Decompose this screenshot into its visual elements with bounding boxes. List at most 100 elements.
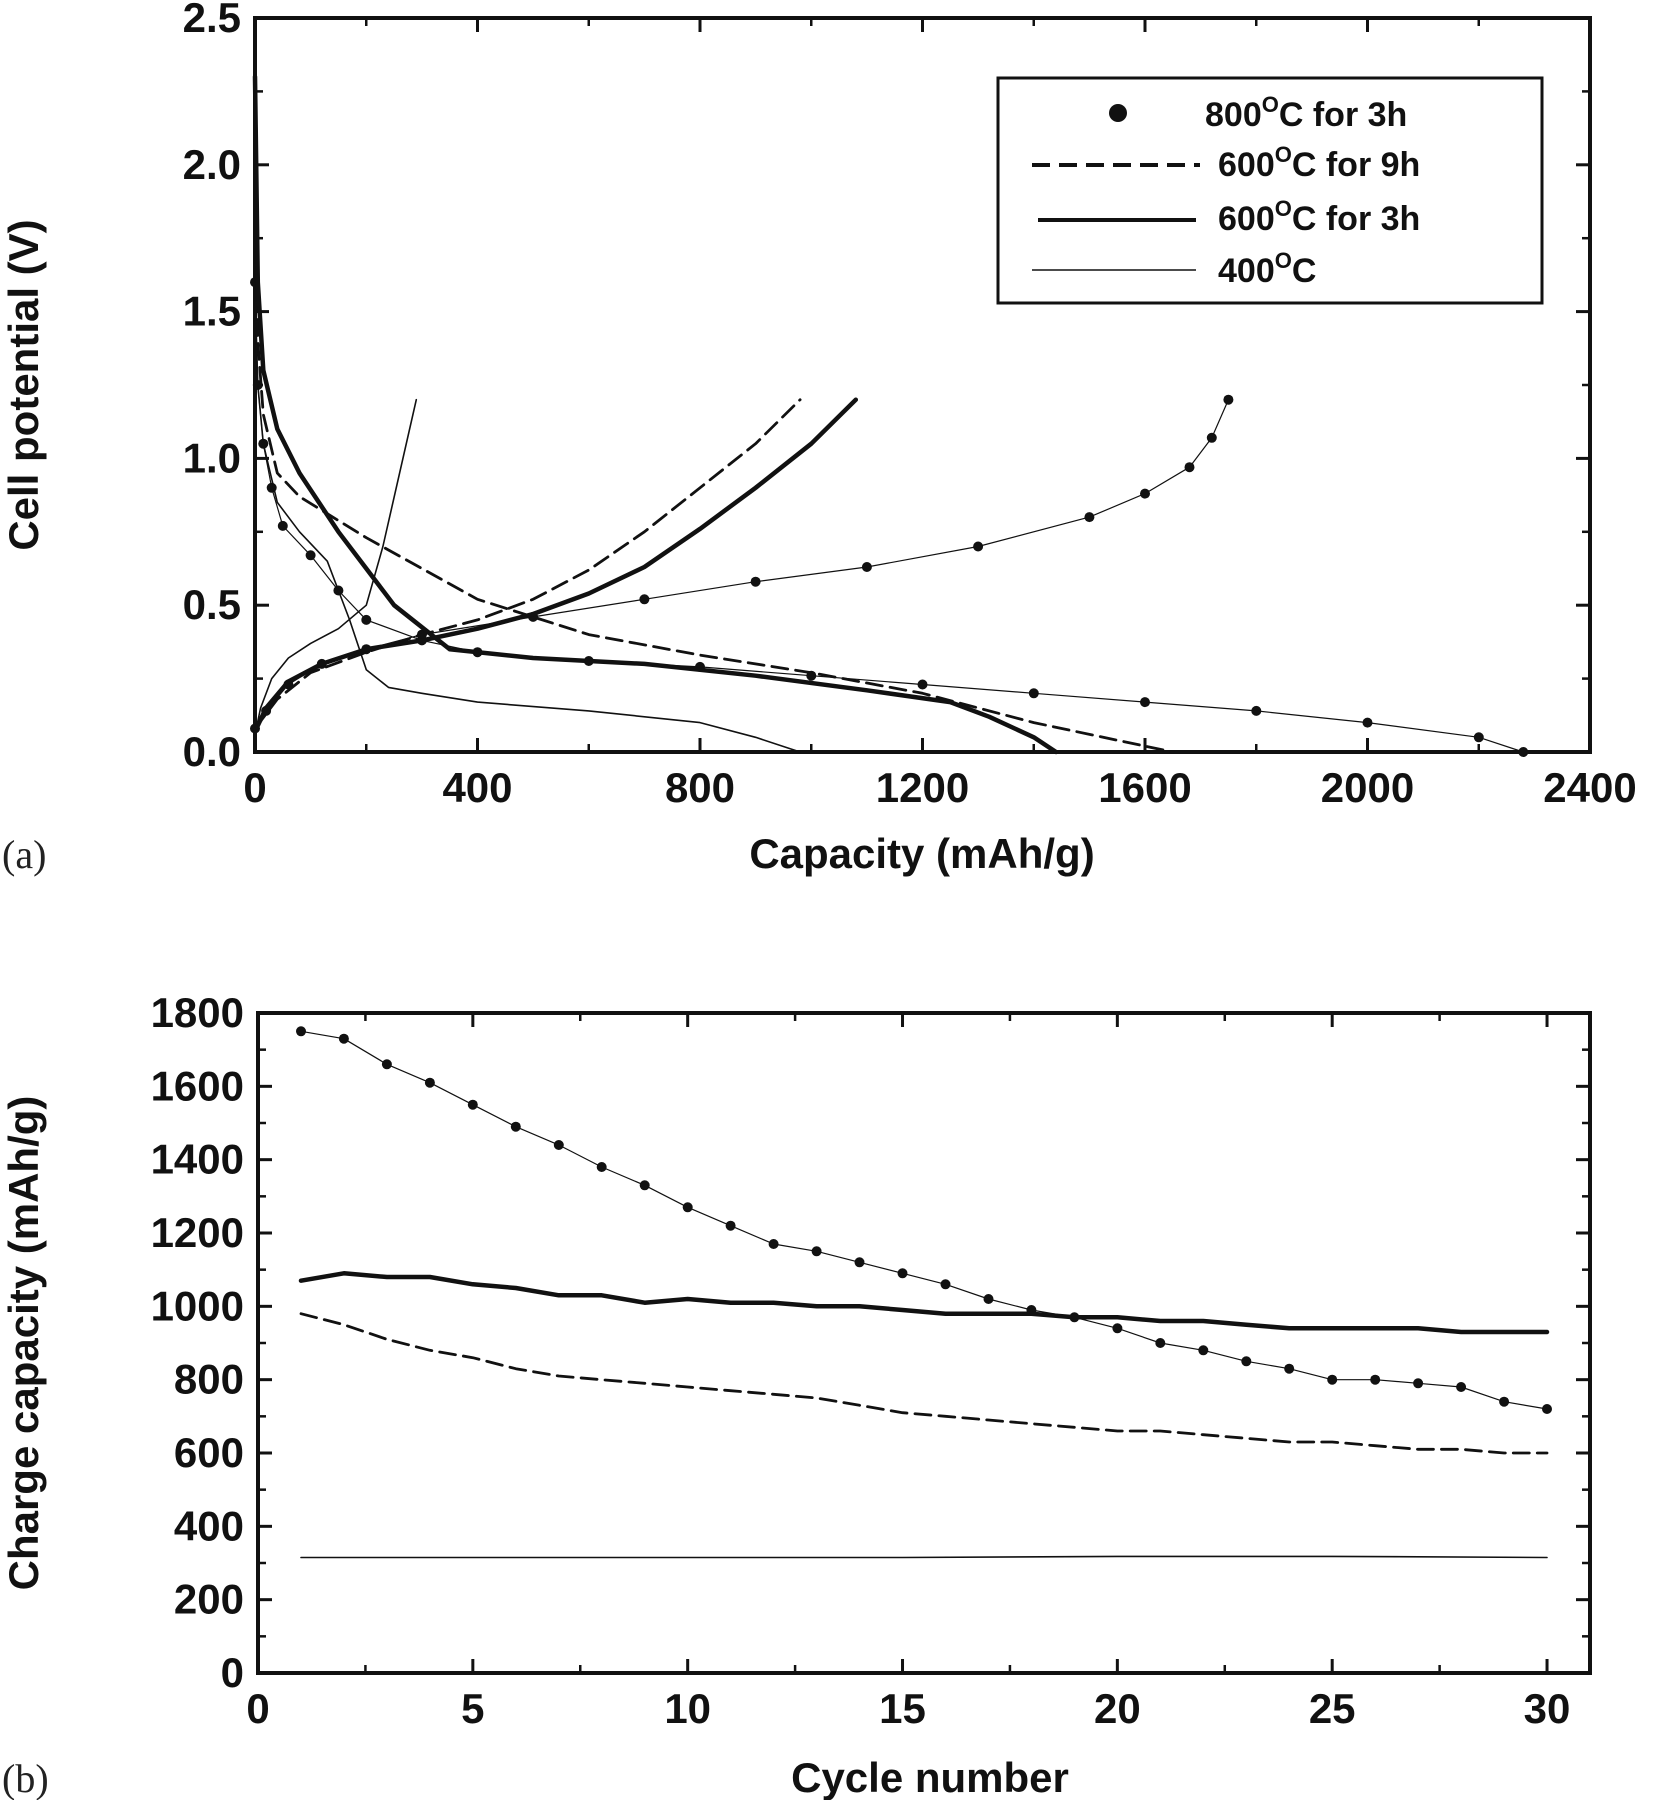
panel-b-data-point [983, 1294, 994, 1304]
panel-b-x-tick-label: 15 [879, 1685, 926, 1732]
panel-a-series-line-thin [254, 296, 801, 753]
panel-b-y-tick-label: 600 [174, 1429, 244, 1476]
panel-b-data-point [467, 1099, 478, 1110]
legend-label-800c-3h: 800OC for 3h [1205, 92, 1407, 134]
panel-a-y-tick-label: 1.5 [183, 288, 241, 335]
panel-b-data-point [296, 1026, 306, 1037]
panel-b-data-point [1413, 1378, 1424, 1389]
panel-a-x-tick-label: 2400 [1543, 764, 1636, 811]
panel-b-data-point [1456, 1382, 1467, 1392]
panel-a-data-point [305, 550, 316, 561]
panel-a-data-point [1251, 705, 1262, 716]
panel-a-series-line-dashed [253, 398, 802, 730]
panel-a-series-line-thick [252, 397, 859, 734]
panel-b-data-point [510, 1121, 521, 1132]
panel-b-data-point [1155, 1338, 1166, 1348]
panel-a-data-point [1223, 394, 1234, 405]
panel-b-y-tick-label: 200 [174, 1576, 244, 1623]
panel-b-y-axis-title: Charge capacity (mAh/g) [0, 1096, 47, 1591]
panel-b-data-point [854, 1257, 865, 1268]
panel-a-data-point [917, 679, 928, 690]
panel-b-data-point [1327, 1374, 1338, 1385]
legend-label-600c-9h: 600OC for 9h [1218, 142, 1420, 184]
panel-b-y-tick-label: 1000 [151, 1282, 244, 1329]
panel-b-y-tick-label: 1400 [151, 1136, 244, 1183]
panel-b-x-tick-label: 20 [1094, 1685, 1141, 1732]
panel-a-x-tick-label: 1600 [1098, 764, 1191, 811]
panel-b-data-point [940, 1279, 951, 1290]
panel-a-y-tick-label: 2.5 [183, 0, 241, 41]
panel-a-data-point [1362, 717, 1373, 728]
panel-a-data-point [639, 594, 650, 605]
panel-b-data-point [1284, 1363, 1295, 1374]
panel-a-y-tick-label: 0.0 [183, 728, 241, 775]
panel-a-y-tick-label: 0.5 [183, 581, 241, 628]
panel-b-label: (b) [2, 1756, 49, 1800]
panel-b-x-tick-label: 10 [664, 1685, 711, 1732]
panel-a-data-point [1140, 488, 1150, 499]
panel-a-x-tick-label: 800 [665, 764, 735, 811]
panel-b-y-tick-label: 800 [174, 1356, 244, 1403]
panel-a-data-point [1206, 432, 1217, 443]
panel-a-data-point [973, 541, 984, 552]
panel-b-data-point [1241, 1356, 1252, 1367]
panel-b-x-tick-label: 30 [1524, 1685, 1571, 1732]
panel-a-chart: 0 400 800 1200 1600 2000 2400 0.0 0.5 1.0 1.5 2.0 2.… [0, 0, 1637, 877]
panel-b-series-line-dots [300, 1030, 1548, 1410]
panel-a-data-point [277, 520, 288, 531]
panel-b-data-point [1542, 1404, 1552, 1414]
legend-label-400c: 400OC [1218, 248, 1316, 290]
panel-a-data-point [1473, 732, 1484, 743]
panel-a-data-point [1518, 747, 1529, 757]
panel-a-x-axis-title: Capacity (mAh/g) [749, 830, 1094, 877]
panel-a-series-line-thick [252, 74, 1059, 755]
panel-a-x-tick-label: 1200 [876, 764, 969, 811]
panel-a-data-point [1140, 697, 1150, 708]
panel-b-data-point [768, 1239, 779, 1249]
panel-b-series-line-dashed [299, 1312, 1549, 1455]
panel-b-x-tick-label: 5 [461, 1685, 484, 1732]
legend-marker-dots [1109, 104, 1127, 122]
panel-a-x-tick-label: 2000 [1321, 764, 1414, 811]
panel-a-y-axis-title: Cell potential (V) [0, 219, 47, 550]
panel-b-data-point [897, 1268, 908, 1279]
panel-b-ticks: 0 5 10 15 20 25 30 0 200 400 600 800 1000 1200 1400 160… [151, 989, 1590, 1732]
panel-b-y-tick-label: 1600 [151, 1062, 244, 1109]
panel-b-data-point [1370, 1374, 1381, 1385]
panel-b-data-point [596, 1162, 607, 1172]
panel-a-y-tick-label: 1.0 [183, 434, 241, 481]
panel-b-data-point [424, 1077, 435, 1088]
panel-a-ticks: 0 400 800 1200 1600 2000 2400 0.0 0.5 1.0 1.5 2.0 2.… [183, 0, 1637, 811]
panel-b-series [296, 1026, 1552, 1559]
legend-box [996, 76, 1544, 305]
panel-b-data-point [381, 1059, 392, 1070]
panel-b-data-point [682, 1202, 693, 1213]
panel-a-data-point [1028, 688, 1039, 699]
panel-b-x-tick-label: 25 [1309, 1685, 1356, 1732]
panel-a-data-point [750, 576, 761, 587]
panel-a-series-line-dots [254, 281, 1524, 753]
panel-a-data-point [1084, 512, 1095, 523]
panel-b-data-point [725, 1220, 736, 1231]
panel-b-data-point [1198, 1345, 1209, 1356]
panel-a-legend: 800OC for 3h 600OC for 9h 600OC for 3h 4… [996, 76, 1544, 305]
panel-a-data-point [1184, 462, 1195, 473]
panel-a-data-point [861, 562, 872, 572]
panel-b-data-point [1499, 1396, 1510, 1407]
panel-b-series-line-thick [298, 1271, 1550, 1335]
panel-a-x-tick-label: 400 [442, 764, 512, 811]
panel-a-y-tick-label: 2.0 [183, 141, 241, 188]
legend-label-600c-3h: 600OC for 3h [1218, 196, 1420, 238]
panel-a-data-point [361, 614, 372, 625]
panel-a-series [250, 74, 1529, 757]
panel-b-y-tick-label: 1200 [151, 1209, 244, 1256]
panel-a-label: (a) [2, 832, 46, 877]
panel-a-series-line-dots [254, 399, 1230, 730]
panel-b-x-tick-label: 0 [246, 1685, 269, 1732]
panel-a-series-line-thin [254, 398, 418, 736]
panel-b-plot-frame [256, 1011, 1592, 1675]
panel-b-data-point [338, 1033, 349, 1044]
panel-b-data-point [1112, 1323, 1123, 1334]
panel-a-series-line-dashed [253, 222, 1175, 754]
